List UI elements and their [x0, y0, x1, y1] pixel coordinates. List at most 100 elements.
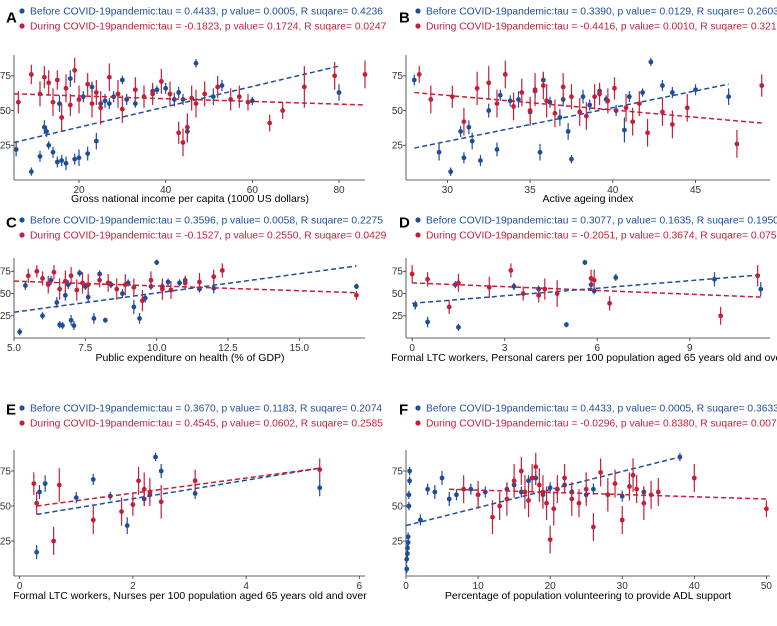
data-point [526, 478, 531, 484]
data-point [461, 486, 467, 492]
series-during [13, 57, 368, 157]
x-axis-label: Public expenditure on health (% of GDP) [95, 352, 284, 364]
y-tick-label: 50 [0, 501, 11, 512]
data-point [544, 98, 550, 104]
x-tick-label: 0 [409, 343, 415, 354]
data-point [63, 85, 69, 91]
data-point [131, 284, 137, 290]
data-point [536, 292, 542, 298]
x-tick-label: 5.0 [7, 343, 21, 354]
data-point [219, 268, 225, 273]
data-point [177, 280, 182, 286]
data-point [619, 517, 625, 523]
data-point [85, 151, 91, 157]
data-point [592, 94, 598, 100]
legend-marker-during [415, 23, 421, 29]
data-point [425, 319, 430, 325]
legend-name: During COVID-19pandemic: [426, 231, 554, 242]
data-point [405, 551, 410, 556]
data-point [406, 492, 412, 498]
data-point [622, 127, 627, 133]
data-point [551, 506, 557, 512]
data-point [105, 280, 111, 286]
data-point [641, 500, 647, 506]
x-tick-label: 6 [594, 343, 600, 354]
data-point [560, 84, 566, 90]
data-point [598, 470, 604, 475]
legend-stats: tau = 0.3390, p value= 0.0129, R suqare=… [554, 7, 777, 18]
data-point [219, 83, 225, 88]
trend-line [412, 282, 761, 298]
legend-stats: tau = 0.3670, p value= 0.1183, R suqare=… [158, 404, 382, 415]
y-tick-label: 25 [0, 311, 11, 322]
trend-line [13, 65, 340, 144]
data-point [215, 84, 221, 90]
data-point [432, 489, 438, 495]
data-point [34, 268, 40, 274]
data-point [454, 492, 459, 498]
data-point [56, 482, 62, 488]
data-point [90, 517, 96, 523]
panel-label: A [6, 9, 17, 26]
x-axis-label: Formal LTC workers, Personal carers per … [391, 352, 777, 364]
data-point [569, 156, 574, 162]
data-point [494, 147, 500, 152]
data-point [627, 484, 632, 489]
data-point [124, 523, 130, 528]
data-point [446, 496, 452, 502]
data-point [511, 478, 517, 484]
data-point [25, 273, 31, 279]
legend-marker-during [415, 232, 421, 238]
x-tick-label: 2 [130, 581, 136, 592]
data-point [45, 282, 51, 288]
data-point [362, 72, 368, 77]
data-point [51, 538, 57, 544]
data-point [48, 277, 54, 283]
data-point [354, 284, 359, 289]
series-during [31, 458, 323, 555]
data-point [267, 120, 273, 126]
data-point [57, 101, 62, 107]
legend-stats: tau = 0.3077, p value= 0.1635, R suqare=… [554, 216, 777, 227]
data-point [153, 454, 158, 460]
data-point [211, 274, 217, 280]
data-point [569, 94, 574, 100]
trend-line [36, 467, 320, 507]
y-tick-label: 25 [0, 536, 11, 547]
data-point [466, 124, 472, 130]
data-point [51, 269, 57, 275]
data-point [72, 156, 78, 162]
x-axis-label: Active ageing index [542, 193, 634, 205]
series-during [449, 452, 769, 554]
data-point [54, 77, 60, 83]
legend-marker-during [19, 23, 25, 29]
x-tick-label: 80 [333, 185, 345, 196]
data-point [734, 141, 740, 147]
x-tick-label: 6 [357, 581, 363, 592]
data-point [669, 90, 675, 95]
data-point [37, 91, 43, 97]
x-tick-label: 20 [73, 185, 85, 196]
data-point [148, 277, 154, 283]
data-point [130, 502, 136, 507]
data-point [527, 108, 533, 113]
x-axis-label: Gross national income per capita (1000 U… [71, 193, 309, 205]
y-tick-label: 50 [392, 289, 404, 300]
data-point [516, 97, 521, 102]
data-point [405, 534, 411, 540]
data-point [72, 67, 78, 73]
data-point [46, 142, 52, 148]
legend-entry-during: During COVID-19pandemic:tau = -0.4416, p… [426, 22, 777, 33]
data-point [280, 108, 286, 113]
trend-line [414, 91, 762, 124]
panel-label: F [399, 401, 408, 418]
data-point [630, 472, 636, 478]
legend-stats: tau = 0.4433, p value= 0.0005, R suqare=… [158, 7, 383, 18]
data-point [564, 322, 569, 328]
data-point [494, 101, 500, 107]
data-point [60, 323, 65, 328]
data-point [511, 103, 516, 109]
legend-stats: tau = -0.2051, p value= 0.3674, R suqare… [554, 231, 777, 242]
data-point [102, 98, 108, 104]
legend-marker-before [415, 8, 421, 14]
